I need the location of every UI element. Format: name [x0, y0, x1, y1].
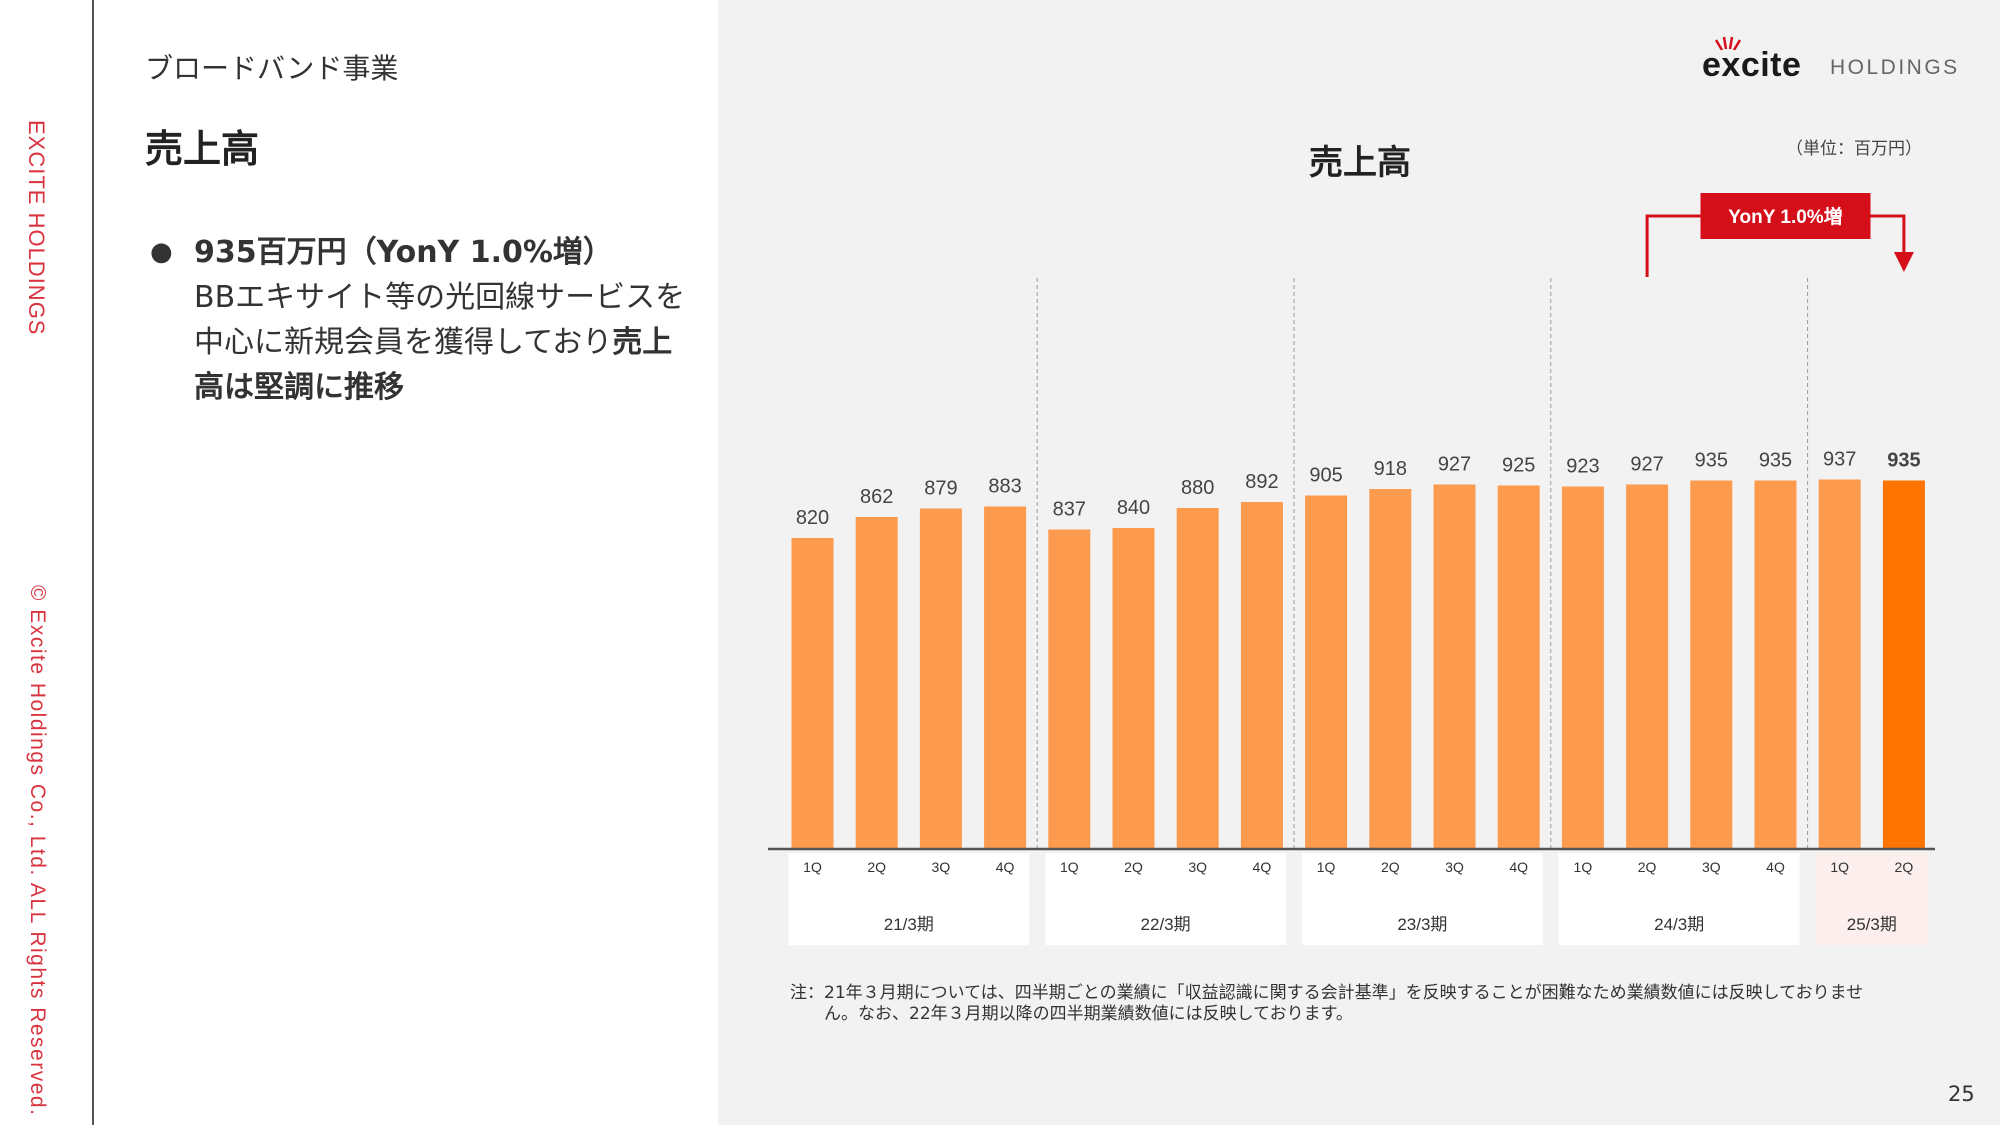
logo-rays-icon — [1714, 36, 1742, 50]
bar-value-label: 820 — [796, 507, 829, 529]
bullet-body: BBエキサイト等の光回線サービスを中心に新規会員を獲得しており — [194, 280, 686, 360]
bar — [919, 508, 962, 848]
period-box — [1302, 853, 1543, 945]
bar — [1754, 480, 1797, 848]
bar-value-label: 927 — [1438, 454, 1471, 476]
bar-value-label: 925 — [1502, 455, 1535, 477]
quarter-tick-label: 3Q — [1188, 859, 1207, 875]
chart-title: 売上高 — [1309, 143, 1411, 183]
bar-value-label: 892 — [1245, 471, 1278, 493]
bar — [1497, 485, 1540, 848]
quarter-tick-label: 1Q — [1317, 859, 1336, 875]
bar — [1818, 479, 1861, 848]
rail-divider — [92, 0, 94, 1125]
period-box — [1815, 853, 1928, 945]
bar — [1561, 486, 1604, 848]
yony-badge-text: YonY 1.0%増 — [1728, 205, 1842, 228]
quarter-tick-label: 2Q — [1638, 859, 1657, 875]
quarter-tick-label: 2Q — [867, 859, 886, 875]
bar-value-label: 923 — [1566, 456, 1599, 478]
unit-label: （単位：百万円） — [1786, 139, 1922, 159]
bar — [1240, 502, 1283, 848]
bar — [1048, 529, 1091, 848]
period-box — [1558, 853, 1800, 945]
period-box — [788, 853, 1030, 945]
bar-value-label: 935 — [1695, 450, 1728, 472]
quarter-tick-label: 3Q — [932, 859, 951, 875]
quarter-tick-label: 1Q — [1574, 859, 1593, 875]
bar — [855, 517, 898, 848]
bar-value-label: 862 — [860, 486, 893, 508]
bar-value-label: 927 — [1630, 454, 1663, 476]
bar — [1433, 484, 1476, 848]
bar — [1369, 489, 1412, 848]
bar-value-label: 937 — [1823, 449, 1856, 471]
bar — [1176, 508, 1219, 848]
page-number: 25 — [1948, 1082, 1975, 1106]
bar-value-label: 918 — [1374, 458, 1407, 480]
period-label: 24/3期 — [1654, 915, 1704, 934]
bar-value-label: 840 — [1117, 497, 1150, 519]
quarter-tick-label: 4Q — [1766, 859, 1785, 875]
bullet-headline: 935百万円（YonY 1.0%増） — [194, 235, 613, 270]
section-label: ブロードバンド事業 — [145, 52, 399, 85]
period-label: 25/3期 — [1847, 915, 1897, 934]
quarter-tick-label: 1Q — [1830, 859, 1849, 875]
quarter-tick-label: 3Q — [1702, 859, 1721, 875]
period-label: 21/3期 — [884, 915, 934, 934]
bar — [1305, 495, 1348, 848]
footnote-line-1: 注：21年３月期については、四半期ごとの業績に「収益認識に関する会計基準」を反映… — [790, 983, 1864, 1003]
bar — [1690, 480, 1733, 848]
yony-arrow-icon — [1893, 252, 1914, 272]
bar — [791, 538, 834, 848]
quarter-tick-label: 2Q — [1124, 859, 1143, 875]
footnote: 注：21年３月期については、四半期ごとの業績に「収益認識に関する会計基準」を反映… — [790, 983, 1940, 1025]
page-title: 売上高 — [145, 127, 260, 171]
bar-value-label: 880 — [1181, 477, 1214, 499]
summary-bullet: ● 935百万円（YonY 1.0%増） BBエキサイト等の光回線サービスを中心… — [150, 230, 690, 410]
logo-suffix: HOLDINGS — [1830, 56, 1960, 79]
bullet-text: 935百万円（YonY 1.0%増） BBエキサイト等の光回線サービスを中心に新… — [194, 230, 690, 410]
left-rail — [0, 0, 93, 1125]
quarter-tick-label: 3Q — [1445, 859, 1464, 875]
bar — [984, 506, 1027, 848]
bar — [1626, 484, 1669, 848]
quarter-tick-label: 1Q — [803, 859, 822, 875]
bar-value-label: 935 — [1759, 450, 1792, 472]
quarter-tick-label: 2Q — [1895, 859, 1914, 875]
bar-value-label: 879 — [924, 478, 957, 500]
bullet-body-bold: 売上高は堅調に推移 — [194, 325, 673, 405]
quarter-tick-label: 4Q — [1253, 859, 1272, 875]
footnote-line-2: ん。なお、22年３月期以降の四半期業績数値には反映しております。 — [824, 1004, 1353, 1024]
quarter-tick-label: 1Q — [1060, 859, 1079, 875]
quarter-tick-label: 2Q — [1381, 859, 1400, 875]
bar — [1882, 480, 1925, 848]
bar — [1112, 528, 1155, 848]
quarter-tick-label: 4Q — [1509, 859, 1528, 875]
period-box — [1045, 853, 1286, 945]
logo-brand: excite — [1702, 46, 1802, 84]
bullet-dot-icon: ● — [150, 237, 173, 267]
bar-value-label: 837 — [1053, 499, 1086, 521]
period-label: 22/3期 — [1141, 915, 1191, 934]
quarter-tick-label: 4Q — [996, 859, 1015, 875]
bar-value-label: 883 — [988, 476, 1021, 498]
period-label: 23/3期 — [1397, 915, 1447, 934]
bar-value-label: 905 — [1309, 465, 1342, 487]
yony-badge — [1700, 193, 1871, 239]
bar-value-label: 935 — [1887, 450, 1920, 472]
